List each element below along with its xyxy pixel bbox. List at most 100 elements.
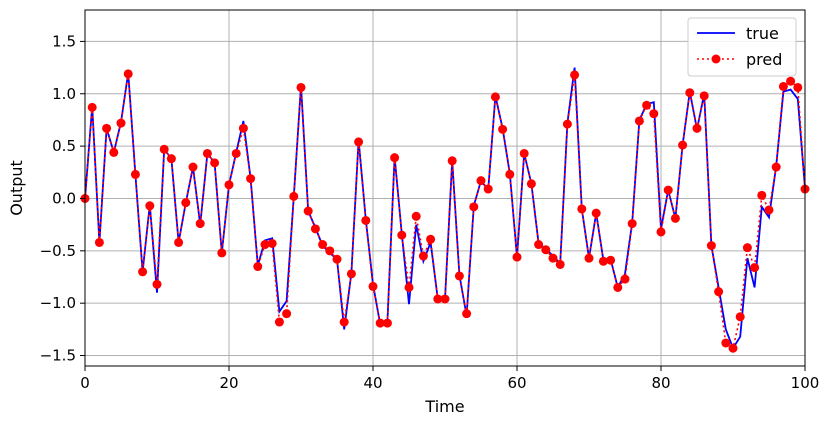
y-axis-title: Output — [7, 160, 26, 216]
pred-point — [786, 76, 796, 86]
y-tick-label: −1.5 — [40, 347, 76, 365]
pred-point — [152, 279, 162, 289]
pred-point — [454, 271, 464, 281]
y-tick-label: 0.5 — [52, 137, 76, 155]
pred-point — [231, 148, 241, 158]
pred-point — [627, 219, 637, 229]
pred-point — [584, 253, 594, 263]
pred-point — [663, 185, 673, 195]
pred-point — [325, 246, 335, 256]
pred-point — [570, 70, 580, 80]
pred-point — [282, 309, 292, 319]
pred-point — [397, 230, 407, 240]
pred-point — [685, 88, 695, 98]
pred-point — [116, 118, 126, 128]
pred-point — [483, 184, 493, 194]
pred-point — [274, 317, 284, 327]
pred-point — [526, 179, 536, 189]
pred-point — [498, 124, 508, 134]
pred-point — [649, 109, 659, 119]
pred-point — [721, 338, 731, 348]
pred-point — [771, 162, 781, 172]
x-tick-label: 80 — [651, 374, 670, 392]
pred-point — [440, 294, 450, 304]
pred-point — [253, 262, 263, 272]
pred-point — [174, 237, 184, 247]
x-tick-label: 40 — [363, 374, 382, 392]
y-tick-label: −1.0 — [40, 294, 76, 312]
pred-point — [138, 267, 148, 277]
pred-point — [728, 343, 738, 353]
pred-point — [634, 116, 644, 126]
pred-point — [390, 153, 400, 163]
pred-point — [289, 191, 299, 201]
pred-point — [555, 259, 565, 269]
y-tick-label: 0.0 — [52, 189, 76, 207]
pred-point — [613, 282, 623, 292]
pred-point — [469, 202, 479, 212]
pred-point — [195, 219, 205, 229]
pred-point — [505, 169, 515, 179]
pred-point — [188, 162, 198, 172]
legend-label-pred: pred — [746, 50, 782, 69]
x-tick-label: 100 — [791, 374, 820, 392]
pred-point — [123, 69, 133, 79]
pred-point — [181, 198, 191, 208]
pred-point — [714, 287, 724, 297]
pred-point — [548, 253, 558, 263]
pred-point — [462, 309, 472, 319]
pred-point — [238, 123, 248, 133]
pred-point — [742, 243, 752, 253]
pred-point — [346, 269, 356, 279]
pred-point — [764, 205, 774, 215]
pred-point — [318, 240, 328, 250]
pred-point — [678, 140, 688, 150]
pred-point — [411, 211, 421, 221]
pred-point — [591, 208, 601, 218]
pred-point — [512, 252, 522, 262]
pred-point — [210, 158, 220, 168]
pred-point — [224, 180, 234, 190]
x-tick-label: 20 — [219, 374, 238, 392]
pred-point — [87, 102, 97, 112]
y-axis-ticks: −1.5 −1.0 −0.5 0.0 0.5 1.0 1.5 — [40, 32, 85, 365]
pred-point — [418, 251, 428, 261]
pred-point — [310, 224, 320, 234]
pred-point — [404, 282, 414, 292]
pred-point — [159, 144, 169, 154]
pred-point — [339, 317, 349, 327]
pred-point — [793, 82, 803, 92]
pred-point — [332, 254, 342, 264]
x-axis-title: Time — [424, 397, 464, 416]
pred-point — [102, 123, 112, 133]
y-tick-label: −0.5 — [40, 242, 76, 260]
pred-point — [598, 256, 608, 266]
pred-point — [303, 206, 313, 216]
pred-point — [361, 215, 371, 225]
pred-point — [541, 245, 551, 255]
pred-point — [656, 227, 666, 237]
pred-point — [606, 255, 616, 265]
x-tick-label: 0 — [80, 374, 90, 392]
pred-point — [519, 148, 529, 158]
pred-point — [202, 148, 212, 158]
pred-point — [577, 204, 587, 214]
legend-label-true: true — [746, 24, 779, 43]
pred-point — [354, 137, 364, 147]
x-axis-ticks: 0 20 40 60 80 100 — [80, 366, 819, 392]
pred-point — [735, 312, 745, 322]
y-tick-label: 1.5 — [52, 32, 76, 50]
pred-point — [706, 241, 716, 251]
legend-marker-pred — [711, 54, 721, 64]
pred-point — [109, 147, 119, 157]
plot-area — [80, 67, 810, 353]
x-tick-label: 60 — [507, 374, 526, 392]
pred-point — [260, 240, 270, 250]
pred-point — [757, 190, 767, 200]
pred-point — [246, 174, 256, 184]
pred-point — [130, 169, 140, 179]
axes-frame — [84, 9, 806, 367]
y-tick-label: 1.0 — [52, 85, 76, 103]
series-line-pred — [84, 73, 806, 350]
